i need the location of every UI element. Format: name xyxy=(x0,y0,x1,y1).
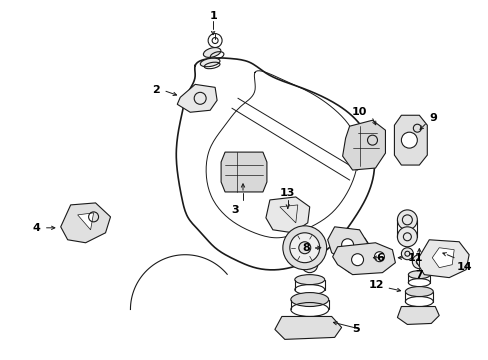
Circle shape xyxy=(397,227,416,247)
Ellipse shape xyxy=(203,48,221,57)
Ellipse shape xyxy=(200,58,220,67)
Text: 10: 10 xyxy=(351,107,367,117)
Polygon shape xyxy=(78,213,93,230)
Circle shape xyxy=(301,257,317,273)
Circle shape xyxy=(411,255,426,269)
Text: 8: 8 xyxy=(302,243,309,253)
Text: 3: 3 xyxy=(231,205,238,215)
Circle shape xyxy=(298,242,310,254)
Polygon shape xyxy=(265,197,309,233)
Text: 6: 6 xyxy=(376,253,384,263)
Text: 7: 7 xyxy=(415,270,422,280)
Circle shape xyxy=(401,248,412,260)
Circle shape xyxy=(289,233,319,263)
Circle shape xyxy=(401,132,416,148)
Text: 9: 9 xyxy=(428,113,436,123)
Polygon shape xyxy=(336,238,372,273)
Polygon shape xyxy=(397,306,438,324)
Ellipse shape xyxy=(294,275,324,285)
Polygon shape xyxy=(332,243,395,275)
Polygon shape xyxy=(415,240,468,278)
Text: 5: 5 xyxy=(351,324,359,334)
Circle shape xyxy=(351,254,363,266)
Text: 2: 2 xyxy=(152,85,160,95)
Circle shape xyxy=(374,252,384,262)
Circle shape xyxy=(341,239,353,251)
Ellipse shape xyxy=(407,271,429,279)
Polygon shape xyxy=(342,120,385,170)
Text: 12: 12 xyxy=(368,280,384,289)
Text: 4: 4 xyxy=(33,223,41,233)
Polygon shape xyxy=(221,152,266,192)
Ellipse shape xyxy=(405,287,432,297)
Polygon shape xyxy=(274,316,341,339)
Text: 11: 11 xyxy=(407,253,422,263)
Ellipse shape xyxy=(290,293,328,306)
Text: 13: 13 xyxy=(280,188,295,198)
Circle shape xyxy=(282,226,326,270)
Polygon shape xyxy=(61,203,110,243)
Text: 14: 14 xyxy=(455,262,471,272)
Polygon shape xyxy=(327,227,367,261)
Text: 1: 1 xyxy=(209,11,217,21)
Circle shape xyxy=(397,210,416,230)
Polygon shape xyxy=(177,84,217,112)
Polygon shape xyxy=(394,115,427,165)
Polygon shape xyxy=(431,248,453,268)
